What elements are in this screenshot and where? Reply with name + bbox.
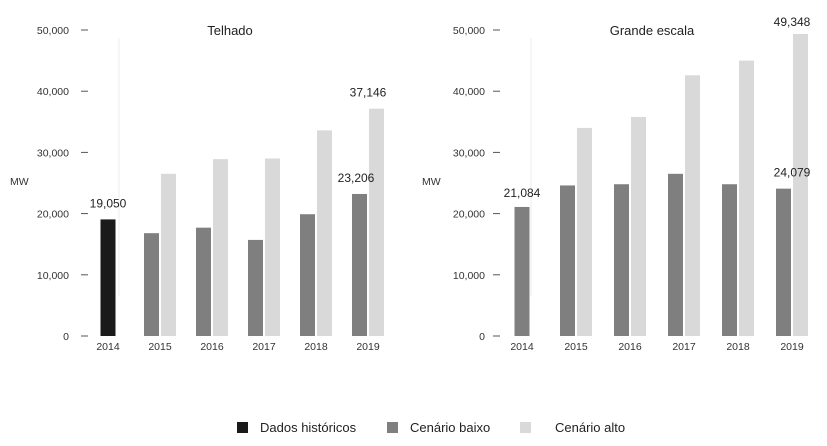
bar-grande-escala-2015-cen-rio-baixo [560, 185, 575, 336]
bar-telhado-2019-cen-rio-alto [369, 108, 384, 337]
bar-grande-escala-2018-cen-rio-baixo [722, 184, 737, 336]
x-tick-label-grande-escala-2019: 2019 [780, 341, 804, 353]
legend-item-historic: Dados históricos [237, 420, 356, 435]
bar-telhado-2014-dados-hist-ricos [100, 219, 116, 336]
bar-telhado-2017-cen-rio-alto [265, 158, 280, 336]
x-tick-label-telhado-2018: 2018 [304, 341, 328, 353]
bar-grande-escala-2016-cen-rio-baixo [614, 184, 629, 336]
bar-grande-escala-2017-cen-rio-alto [685, 75, 700, 337]
y-tick-label-telhado-2: 20,000 [37, 209, 69, 221]
legend-item-high: Cenário alto [520, 420, 625, 435]
x-tick-label-telhado-2015: 2015 [148, 341, 172, 353]
y-tick-label-telhado-4: 40,000 [37, 86, 69, 98]
bar-grande-escala-2015-cen-rio-alto [577, 127, 592, 336]
x-tick-label-grande-escala-2016: 2016 [618, 341, 642, 353]
bar-grande-escala-2017-cen-rio-baixo [668, 173, 683, 336]
legend-item-low: Cenário baixo [387, 420, 490, 435]
bar-telhado-2018-cen-rio-alto [317, 130, 332, 336]
bar-telhado-2015-cen-rio-baixo [144, 233, 159, 336]
bar-telhado-2015-cen-rio-alto [161, 173, 176, 336]
x-tick-label-grande-escala-2014: 2014 [510, 341, 534, 353]
x-tick-label-grande-escala-2015: 2015 [564, 341, 588, 353]
x-tick-label-telhado-2017: 2017 [252, 341, 276, 353]
x-tick-label-telhado-2016: 2016 [200, 341, 224, 353]
legend: Dados históricos Cenário baixo Cenário a… [0, 420, 827, 442]
bar-grande-escala-2016-cen-rio-alto [631, 116, 646, 337]
y-tick-label-telhado-5: 50,000 [37, 25, 69, 37]
data-label-telhado-2: 37,146 [350, 86, 387, 100]
bar-telhado-2016-cen-rio-baixo [196, 227, 211, 336]
data-label-grande-escala-0: 21,084 [504, 186, 541, 200]
x-tick-label-grande-escala-2018: 2018 [726, 341, 750, 353]
data-label-grande-escala-2: 49,348 [774, 15, 811, 29]
y-tick-label-telhado-0: 0 [63, 331, 69, 343]
bar-grande-escala-2014-cen-rio-baixo [514, 206, 530, 336]
bar-telhado-2016-cen-rio-alto [213, 159, 228, 336]
legend-swatch-high [520, 422, 531, 433]
y-tick-label-grande-escala-3: 30,000 [453, 147, 485, 159]
y-tick-label-grande-escala-4: 40,000 [453, 86, 485, 98]
y-tick-label-telhado-3: 30,000 [37, 147, 69, 159]
bar-telhado-2018-cen-rio-baixo [300, 214, 315, 336]
data-label-telhado-0: 19,050 [90, 196, 127, 210]
bar-grande-escala-2018-cen-rio-alto [739, 60, 754, 336]
legend-swatch-historic [237, 422, 248, 433]
bar-telhado-2019-cen-rio-baixo [352, 193, 367, 336]
x-tick-label-telhado-2014: 2014 [96, 341, 120, 353]
y-tick-label-grande-escala-1: 10,000 [453, 270, 485, 282]
x-tick-label-telhado-2019: 2019 [356, 341, 380, 353]
bar-telhado-2017-cen-rio-baixo [248, 239, 263, 336]
legend-label-low: Cenário baixo [410, 420, 491, 435]
data-label-telhado-1: 23,206 [338, 171, 375, 185]
y-tick-label-grande-escala-0: 0 [479, 331, 485, 343]
bar-grande-escala-2019-cen-rio-alto [793, 33, 808, 337]
chart-title-grande-escala: Grande escala [610, 23, 695, 38]
y-axis-unit-telhado: MW [10, 176, 29, 188]
y-axis-unit-grande-escala: MW [422, 176, 441, 188]
y-tick-label-grande-escala-5: 50,000 [453, 25, 485, 37]
legend-label-historic: Dados históricos [260, 420, 357, 435]
y-tick-label-grande-escala-2: 20,000 [453, 209, 485, 221]
bar-grande-escala-2019-cen-rio-baixo [776, 188, 791, 336]
data-label-grande-escala-1: 24,079 [774, 166, 811, 180]
x-tick-label-grande-escala-2017: 2017 [672, 341, 696, 353]
y-tick-label-telhado-1: 10,000 [37, 270, 69, 282]
legend-swatch-low [387, 422, 398, 433]
chart-title-telhado: Telhado [207, 23, 253, 38]
legend-label-high: Cenário alto [555, 420, 626, 435]
